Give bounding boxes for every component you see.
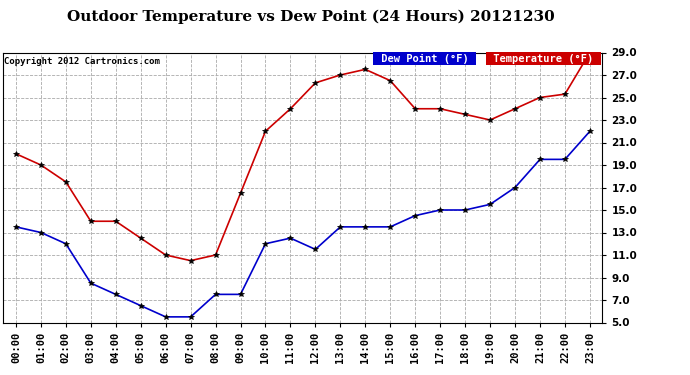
Text: Copyright 2012 Cartronics.com: Copyright 2012 Cartronics.com (4, 57, 160, 66)
Text: Dew Point (°F): Dew Point (°F) (375, 54, 475, 64)
Text: Outdoor Temperature vs Dew Point (24 Hours) 20121230: Outdoor Temperature vs Dew Point (24 Hou… (67, 9, 554, 24)
Text: Temperature (°F): Temperature (°F) (487, 54, 600, 64)
